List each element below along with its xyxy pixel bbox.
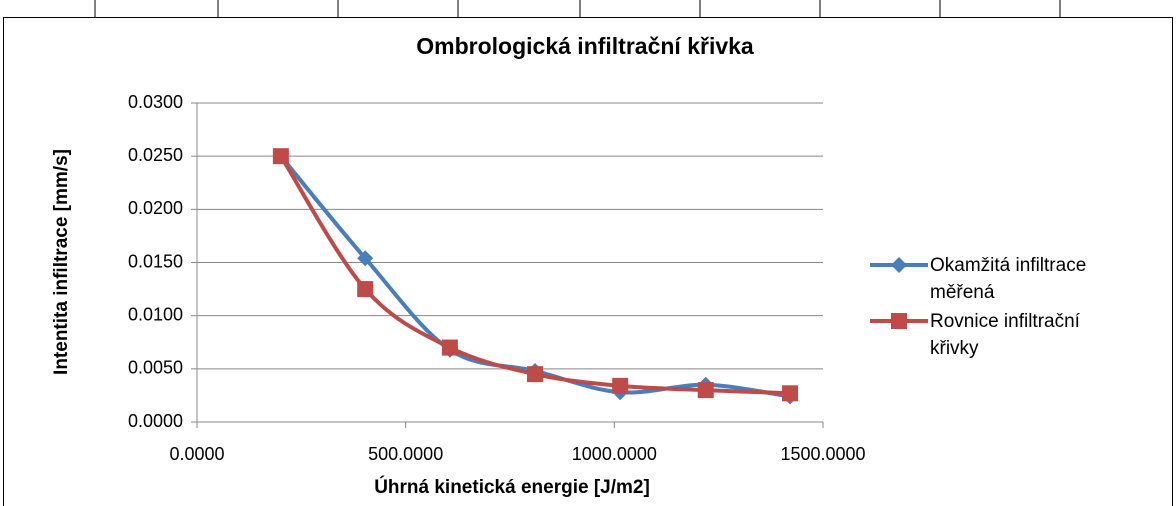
legend-swatch [870,257,928,273]
marker [272,148,289,165]
y-tick-label: 0.0250 [128,145,183,165]
legend-label: Okamžitá infiltrace měřená [930,255,1087,303]
marker [891,257,907,273]
y-tick-label: 0.0150 [128,251,183,271]
x-axis-label: Úhrná kinetická energie [J/m2] [374,476,650,498]
x-tick-label: 500.0000 [368,444,443,464]
marker [697,382,714,399]
y-axis-label: Intentita infiltrace [mm/s] [51,149,72,375]
y-tick-label: 0.0200 [128,198,183,218]
marker [441,339,458,356]
series-line [279,155,791,396]
y-tick-label: 0.0100 [128,304,183,324]
y-tick-label: 0.0050 [128,358,183,378]
sheet-grid [94,0,1061,17]
marker [527,366,544,383]
x-tick-label: 1000.0000 [572,444,657,464]
chart-border [3,17,1173,506]
legend-entry: Rovnice infiltrační křivky [870,308,1110,362]
marker [357,281,374,298]
legend-entry: Okamžitá infiltrace měřená [870,252,1110,306]
marker [891,313,907,329]
marker [357,250,374,267]
x-tick-label: 1500.0000 [780,444,865,464]
legend: Okamžitá infiltrace měřená Rovnice infilt… [870,252,1110,364]
legend-label: Rovnice infiltrační křivky [930,311,1080,359]
y-tick-label: 0.0000 [128,411,183,431]
y-tick-label: 0.0300 [128,92,183,112]
chart-title: Ombrologická infiltrační křivka [416,33,754,59]
x-tick-label: 0.0000 [169,444,224,464]
marker [782,385,799,402]
marker [612,377,629,394]
legend-swatch [870,313,928,329]
